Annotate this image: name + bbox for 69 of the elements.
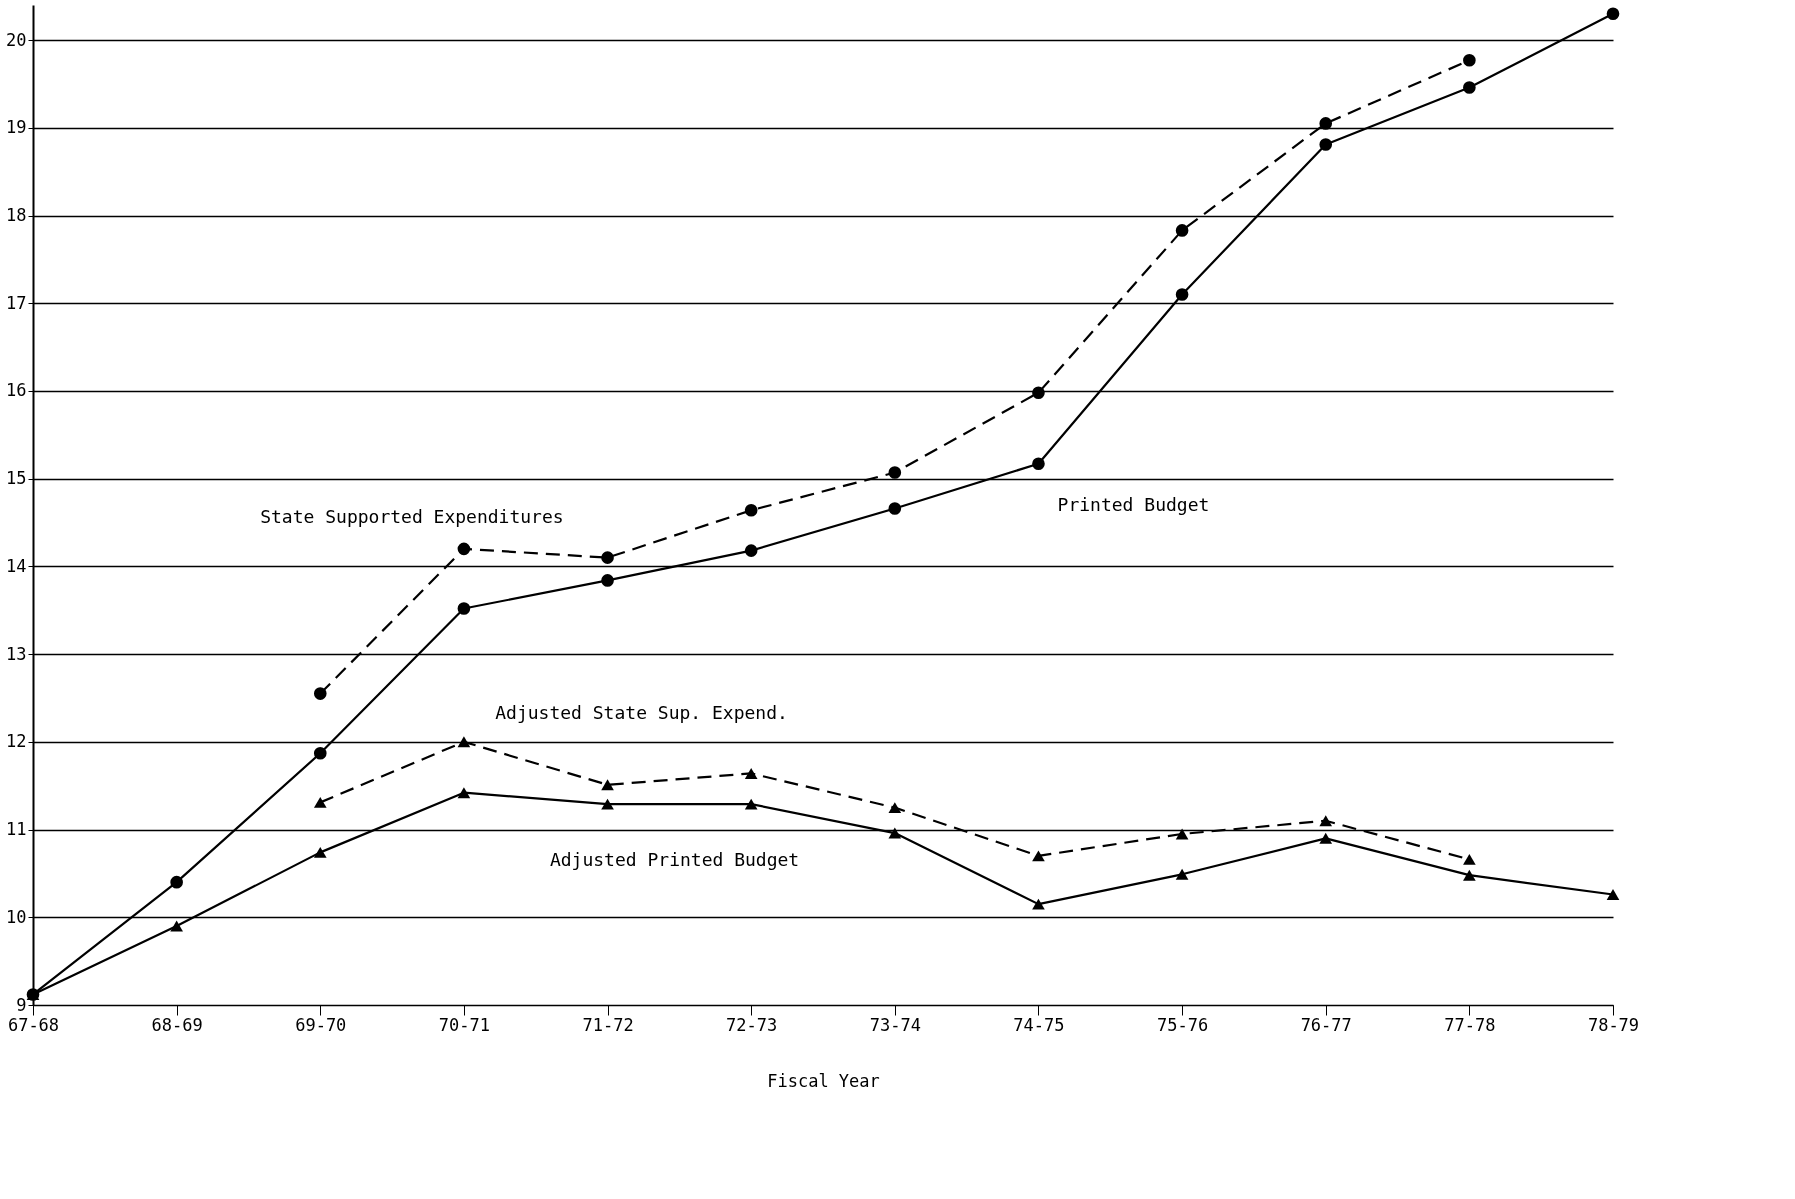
point [1463, 81, 1476, 94]
point [313, 746, 327, 760]
y-tick-label: 16 [6, 380, 27, 401]
point [601, 574, 614, 587]
point [457, 787, 471, 799]
point [888, 466, 902, 479]
point [1463, 853, 1476, 865]
x-tick-label: 72-73 [726, 1014, 778, 1035]
x-tick-label: 68-69 [151, 1014, 203, 1035]
point [170, 920, 183, 932]
point [1175, 224, 1189, 237]
point [744, 798, 758, 810]
point [888, 802, 902, 814]
y-tick-label: 20 [6, 29, 27, 50]
point [1032, 457, 1045, 471]
point [1463, 869, 1476, 881]
point [457, 542, 471, 556]
point [1319, 832, 1333, 844]
series-label: Adjusted State Sup. Expend. [495, 701, 788, 723]
point [170, 875, 183, 889]
point [601, 551, 614, 564]
y-tick-label: 14 [6, 555, 27, 576]
point [744, 503, 758, 517]
y-tick-label: 9 [16, 994, 27, 1015]
series-label: Printed Budget [1057, 493, 1210, 515]
series-label: Adjusted Printed Budget [549, 849, 800, 871]
point [313, 846, 327, 858]
point [1463, 53, 1476, 67]
y-tick-label: 15 [6, 468, 27, 489]
x-tick-label: 77-78 [1444, 1014, 1496, 1035]
point [1319, 138, 1333, 151]
y-tick-label: 19 [6, 117, 27, 138]
point [1032, 386, 1045, 400]
point [888, 827, 902, 839]
point [601, 798, 614, 810]
x-tick-label: 70-71 [438, 1014, 490, 1035]
point [601, 779, 614, 791]
point [1175, 868, 1189, 880]
point [1606, 889, 1620, 900]
point [313, 687, 327, 700]
point [1175, 288, 1189, 301]
y-tick-label: 13 [6, 643, 27, 664]
point [1319, 815, 1333, 827]
point [457, 736, 471, 748]
y-tick-label: 17 [6, 292, 27, 313]
x-axis-title: Fiscal Year [767, 1070, 880, 1091]
point [1606, 7, 1620, 21]
point [313, 796, 327, 808]
x-tick-label: 71-72 [582, 1014, 634, 1035]
point [1319, 117, 1333, 130]
point [888, 502, 902, 515]
x-tick-label: 76-77 [1300, 1014, 1352, 1035]
point [1032, 898, 1045, 910]
point [744, 767, 758, 779]
point [744, 544, 758, 557]
x-tick-label: 74-75 [1013, 1014, 1065, 1035]
x-tick-label: 75-76 [1157, 1014, 1209, 1035]
x-tick-label: 73-74 [869, 1014, 921, 1035]
y-tick-label: 18 [6, 205, 27, 226]
y-tick-label: 12 [6, 731, 27, 752]
x-tick-label: 69-70 [295, 1014, 347, 1035]
y-tick-label: 11 [6, 819, 27, 840]
x-tick-label: 67-68 [7, 1014, 60, 1035]
point [1175, 828, 1189, 840]
y-tick-label: 10 [6, 906, 27, 927]
series-label: State Supported Expenditures [260, 505, 564, 527]
point [457, 602, 471, 615]
x-tick-label: 78-79 [1587, 1014, 1640, 1035]
point [1032, 850, 1045, 862]
